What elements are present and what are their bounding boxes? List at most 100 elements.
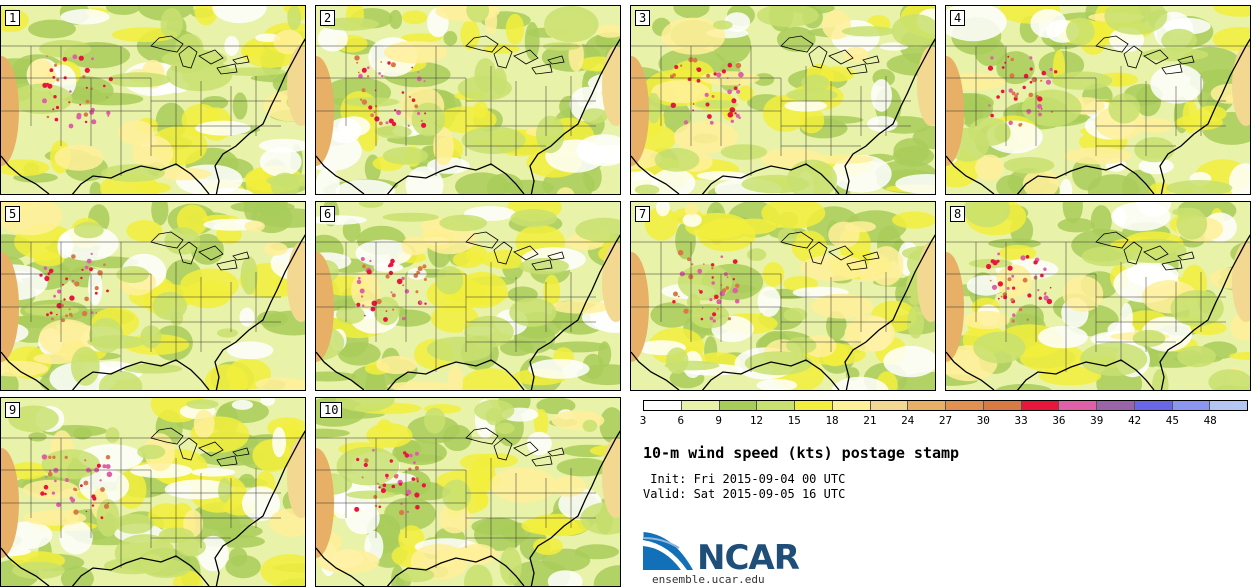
member-number-label: 3 (635, 10, 651, 26)
high-wind-speckle (96, 463, 101, 468)
wind-field-blob (373, 262, 404, 273)
wind-field-blob (798, 107, 825, 134)
legend-tick-label: 42 (1127, 414, 1142, 427)
high-wind-speckle (373, 495, 378, 499)
wind-field-blob (574, 544, 619, 560)
wind-field-blob (228, 547, 248, 567)
wind-field-blob (1090, 205, 1112, 237)
wind-field-blob (776, 26, 816, 52)
wind-field-blob (644, 206, 678, 241)
high-wind-speckle (730, 119, 734, 124)
high-wind-speckle (672, 300, 676, 304)
wind-field-blob (116, 266, 149, 283)
wind-field-blob (677, 264, 733, 301)
ensemble-member-panel: 1 (0, 5, 306, 195)
legend-swatch (832, 401, 871, 410)
coastline (316, 234, 620, 390)
wind-field-blob (175, 33, 204, 64)
high-wind-speckle (97, 270, 103, 276)
high-wind-speckle (395, 474, 399, 477)
high-wind-speckle (703, 263, 705, 265)
high-wind-speckle (1007, 55, 1010, 58)
high-wind-speckle (106, 96, 108, 99)
great-lakes (465, 35, 565, 75)
high-wind-speckle (986, 263, 992, 270)
high-wind-speckle (732, 259, 738, 264)
high-wind-speckle (48, 455, 52, 459)
high-wind-speckle (69, 90, 72, 93)
wind-field-blob (547, 570, 583, 586)
high-wind-speckle (1012, 313, 1016, 317)
high-wind-speckle (687, 77, 692, 81)
state-borders (1, 437, 305, 568)
wind-field-blob (578, 145, 620, 164)
high-wind-speckle (731, 98, 737, 104)
wind-field-blob (593, 565, 620, 586)
wind-field-blob (1132, 329, 1166, 347)
wind-field-blob (104, 557, 161, 575)
high-wind-speckle (683, 308, 689, 314)
high-wind-speckle (46, 115, 50, 119)
high-wind-speckle (734, 112, 737, 115)
high-wind-speckle (78, 55, 84, 61)
member-number-label: 2 (320, 10, 336, 26)
wind-field-blob (337, 342, 381, 366)
high-wind-speckle (91, 504, 95, 507)
high-wind-speckle (62, 283, 64, 286)
high-wind-speckle (359, 98, 363, 101)
high-wind-speckle (376, 482, 379, 485)
atlantic-wind-area (917, 242, 935, 322)
wind-field-blob (28, 19, 76, 39)
high-wind-speckle (91, 57, 94, 61)
high-wind-speckle (424, 112, 427, 115)
wind-field-blob (521, 516, 578, 535)
high-wind-speckle (401, 276, 405, 281)
high-wind-speckle (1029, 56, 1033, 60)
high-wind-speckle (371, 300, 378, 307)
wind-field-blob (844, 221, 876, 233)
high-wind-speckle (1025, 255, 1030, 259)
wind-field-blob (450, 284, 509, 305)
high-wind-speckle (354, 55, 360, 61)
wind-field-blob (528, 358, 590, 379)
high-wind-speckle (380, 488, 386, 494)
high-wind-speckle (687, 257, 691, 262)
high-wind-speckle (716, 299, 722, 305)
high-wind-speckle (1009, 73, 1015, 79)
wind-field-blob (737, 85, 754, 102)
high-wind-speckle (735, 62, 742, 69)
legend-swatch (983, 401, 1022, 410)
wind-field-blob (582, 353, 604, 379)
high-wind-speckle (699, 290, 703, 294)
high-wind-speckle (42, 98, 47, 104)
high-wind-speckle (63, 298, 66, 301)
high-wind-speckle (54, 479, 57, 483)
wind-field-blob (346, 490, 396, 499)
high-wind-speckle (709, 316, 714, 321)
high-wind-speckle (700, 317, 704, 321)
high-wind-speckle (380, 61, 383, 63)
high-wind-speckle (53, 95, 57, 99)
wind-field-blob (183, 280, 232, 309)
high-wind-speckle (62, 57, 68, 62)
wind-field-blob (106, 6, 141, 15)
wind-field-blob (757, 286, 781, 317)
wind-field-blob (786, 88, 838, 102)
high-wind-speckle (103, 84, 106, 88)
high-wind-speckle (409, 453, 413, 458)
high-wind-speckle (361, 99, 368, 105)
high-wind-speckle (388, 118, 394, 124)
high-wind-speckle (364, 314, 366, 317)
high-wind-speckle (1038, 112, 1042, 117)
high-wind-speckle (383, 317, 388, 322)
high-wind-speckle (99, 479, 102, 482)
wind-field-blob (1121, 238, 1187, 264)
wind-field-blob (996, 264, 1032, 298)
high-wind-speckle (76, 112, 82, 118)
high-wind-speckle (84, 67, 90, 73)
legend-tick-label: 33 (1014, 414, 1028, 427)
wind-field-blob (966, 275, 1006, 296)
wind-field-blob (89, 181, 102, 194)
legend-swatch (870, 401, 909, 410)
wind-field-blob (194, 6, 218, 26)
